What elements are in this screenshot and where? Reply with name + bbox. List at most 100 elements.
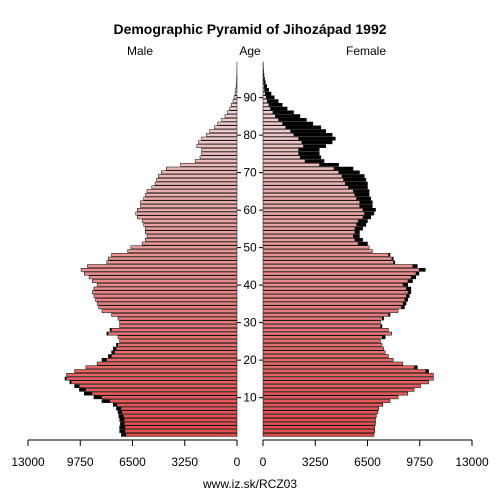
female-excess-bar [333, 167, 354, 171]
male-bar [221, 118, 238, 122]
male-bar [231, 103, 238, 107]
male-bar [85, 365, 238, 370]
male-excess-bar [118, 410, 123, 414]
female-excess-bar [298, 152, 320, 156]
male-excess-bar [69, 380, 72, 384]
female-bar [262, 358, 394, 362]
female-bar [262, 350, 386, 355]
male-bar [206, 133, 238, 137]
male-excess-bar [108, 354, 112, 358]
female-bar [262, 271, 420, 276]
female-bar [262, 335, 386, 340]
male-bar [116, 343, 238, 347]
female-bar [262, 376, 434, 381]
female-bar [262, 208, 376, 212]
female-excess-bar [357, 242, 368, 246]
female-bar [262, 433, 375, 437]
female-excess-bar [380, 324, 382, 328]
female-excess-bar [388, 253, 391, 257]
female-bar [262, 200, 373, 205]
female-bar [262, 260, 396, 265]
male-bar [66, 373, 238, 377]
male-bar [118, 414, 238, 418]
male-bar [88, 275, 238, 280]
axes: 13000 9750 6500 3250 0 0 3250 6500 9750 13000 10 20… [11, 91, 489, 469]
female-excess-bar [303, 144, 326, 148]
female-bar [262, 421, 376, 426]
female-bar [262, 275, 416, 280]
male-excess-bar [118, 414, 124, 418]
male-bar [69, 380, 238, 385]
female-bar [262, 418, 376, 422]
female-excess-bar [278, 118, 307, 122]
female-excess-bar [418, 268, 426, 272]
female-bar [262, 414, 377, 418]
male-bar [180, 163, 238, 167]
female-excess-bar [298, 137, 336, 141]
male-bar [130, 245, 238, 250]
male-bar [117, 410, 238, 415]
male-bar [101, 358, 238, 362]
female-excess-bar [319, 163, 339, 167]
female-excess-bar [356, 223, 366, 227]
male-bar [117, 335, 238, 340]
female-bar [262, 339, 381, 343]
male-excess-bar [84, 392, 93, 396]
female-bar [262, 301, 407, 306]
female-excess-bar [364, 212, 374, 216]
male-bar [93, 294, 238, 298]
male-bar [145, 193, 238, 197]
x-tick-label: 0 [234, 455, 241, 469]
x-tick-label: 9750 [406, 455, 433, 469]
male-bar [108, 256, 238, 261]
female-bar [262, 324, 383, 328]
male-bar [233, 95, 238, 100]
male-bar [111, 350, 238, 355]
male-bar [157, 174, 238, 178]
female-bars [262, 61, 434, 437]
female-bar [262, 294, 410, 298]
male-excess-bar [121, 433, 127, 437]
male-bar [119, 339, 238, 343]
female-excess-bar [402, 302, 407, 306]
male-bar [96, 301, 238, 306]
female-excess-bar [353, 189, 370, 193]
female-bar [262, 249, 373, 253]
male-bar [234, 91, 238, 96]
male-bar [166, 166, 238, 171]
male-bar [146, 189, 238, 193]
female-excess-bar [348, 185, 368, 189]
male-bar [236, 80, 238, 85]
male-bar [201, 151, 238, 156]
female-excess-bar [425, 369, 429, 373]
female-excess-bar [414, 365, 418, 369]
age-tick-label: 30 [243, 316, 257, 330]
female-excess-bar [393, 260, 395, 264]
female-excess-bar [354, 238, 363, 242]
female-bar [262, 241, 368, 246]
source-label: www.iz.sk/RCZ03 [202, 477, 297, 491]
female-excess-bar [301, 140, 333, 144]
age-tick-label: 10 [243, 391, 257, 405]
female-bar [262, 223, 367, 227]
female-excess-bar [356, 197, 371, 201]
male-bar [92, 290, 238, 295]
female-excess-bar [282, 122, 313, 126]
male-excess-bar [101, 358, 107, 362]
male-excess-bar [116, 343, 119, 347]
female-excess-bar [362, 215, 371, 219]
male-bar [84, 391, 238, 396]
male-bar [227, 110, 238, 115]
male-bar [151, 185, 238, 190]
female-excess-bar [341, 174, 365, 178]
x-tick-label: 6500 [354, 455, 381, 469]
male-bar [127, 249, 238, 253]
female-excess-bar [353, 234, 360, 238]
female-bar [262, 343, 383, 347]
female-excess-bar [404, 298, 408, 302]
male-bar [119, 320, 238, 325]
female-bar [262, 309, 399, 313]
female-bar [262, 365, 418, 370]
male-bar [141, 241, 238, 246]
male-bar [156, 178, 238, 182]
